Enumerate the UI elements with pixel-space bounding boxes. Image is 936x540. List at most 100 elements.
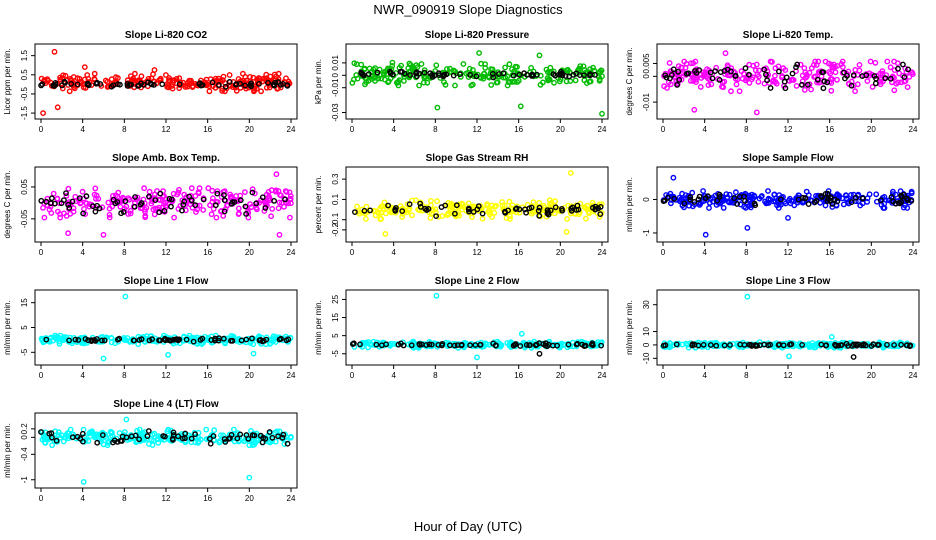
x-tick-label: 12 (784, 248, 793, 257)
panel-y-axis-label: ml/min per min. (625, 177, 634, 232)
data-point (536, 199, 542, 206)
data-point (268, 187, 275, 194)
data-point (354, 203, 360, 210)
x-tick-label: 16 (203, 248, 212, 257)
panel-title: Slope Gas Stream RH (426, 153, 529, 164)
panel-10: Slope Line 4 (LT) Flow ml/min per min. 0 4 8… (3, 399, 298, 503)
data-point (516, 206, 523, 213)
data-point (547, 207, 554, 214)
data-point (250, 74, 257, 81)
data-point (267, 340, 274, 347)
data-point (215, 82, 222, 88)
data-point (516, 209, 523, 216)
x-tick-label: 0 (350, 125, 355, 134)
data-point (91, 75, 98, 82)
data-point (181, 198, 188, 205)
panel-y-axis-label: ml/min per min. (314, 300, 323, 355)
data-point (771, 191, 778, 198)
data-point (351, 60, 358, 67)
data-point (173, 76, 180, 82)
data-point (866, 191, 873, 198)
data-point (38, 197, 45, 204)
data-point (510, 72, 517, 79)
data-point (170, 429, 177, 436)
data-point (803, 188, 810, 195)
y-tick-label: -0.5 (20, 87, 29, 101)
data-point (113, 192, 119, 199)
data-point (275, 79, 281, 86)
data-point (700, 69, 707, 76)
x-tick-label: 24 (287, 125, 296, 134)
data-point (263, 336, 270, 343)
data-point (834, 198, 841, 205)
data-point (706, 205, 712, 211)
data-point (814, 79, 820, 86)
data-point (195, 434, 202, 441)
data-point (236, 210, 242, 217)
outlier-point (151, 67, 158, 73)
data-point (478, 60, 484, 67)
data-point (544, 207, 551, 214)
data-point (782, 85, 789, 92)
x-tick-label: 0 (39, 371, 44, 380)
data-point (105, 439, 111, 446)
series-1 (40, 171, 294, 238)
x-tick-label: 20 (867, 125, 876, 134)
data-point (676, 194, 683, 201)
data-point (693, 79, 699, 86)
data-point (589, 340, 596, 347)
x-tick-label: 24 (598, 248, 607, 257)
data-point (282, 196, 288, 203)
outlier-point (246, 474, 253, 481)
y-tick-label: 0 (20, 435, 29, 440)
data-point (813, 62, 820, 68)
data-point (234, 435, 241, 442)
panel-4: Slope Amb. Box Temp. degrees C per min. 0 4… (3, 153, 298, 257)
data-point (399, 208, 406, 215)
outlier-point (722, 50, 729, 57)
data-point (700, 341, 707, 348)
data-point (769, 59, 775, 65)
data-point (42, 439, 48, 446)
data-point (900, 61, 906, 68)
data-point (736, 88, 743, 95)
data-point (878, 197, 884, 204)
data-point (209, 195, 216, 202)
data-point (200, 196, 207, 203)
data-point (839, 58, 846, 65)
data-point (475, 203, 482, 210)
data-point (909, 71, 916, 78)
data-point (898, 192, 904, 199)
data-point (761, 341, 768, 348)
x-tick-label: 8 (122, 494, 127, 503)
data-point (89, 429, 95, 436)
data-point (465, 206, 472, 213)
data-point (378, 203, 385, 210)
series-2 (38, 189, 288, 217)
data-point (287, 193, 294, 200)
data-point (210, 433, 217, 439)
data-point (427, 215, 434, 221)
data-point (697, 84, 704, 90)
data-point (185, 79, 191, 86)
data-point (211, 427, 218, 434)
x-tick-label: 20 (245, 371, 254, 380)
data-point (221, 208, 228, 215)
x-tick-label: 0 (661, 125, 666, 134)
data-point (270, 81, 277, 88)
data-point (243, 77, 250, 84)
x-tick-label: 8 (433, 248, 438, 257)
data-point (772, 72, 778, 79)
data-point (736, 193, 743, 200)
data-point (907, 343, 913, 350)
data-point (70, 208, 77, 215)
data-point (854, 81, 861, 88)
data-point (687, 196, 694, 203)
data-point (794, 199, 801, 206)
data-point (713, 64, 720, 71)
data-point (249, 438, 256, 445)
data-point (882, 75, 889, 82)
data-point (438, 204, 445, 211)
outlier-point (517, 103, 524, 110)
data-point (54, 195, 61, 202)
